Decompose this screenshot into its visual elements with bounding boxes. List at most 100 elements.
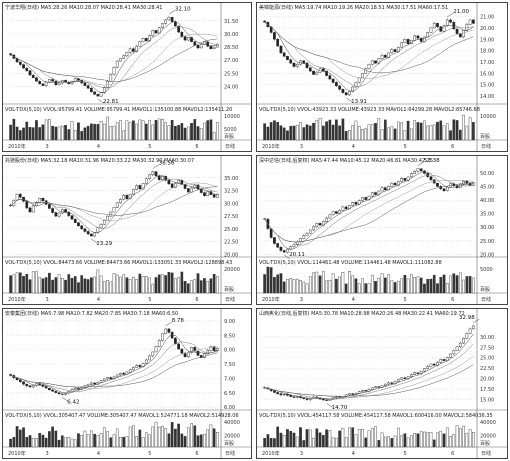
ma-line-5 <box>10 334 218 394</box>
candle-body <box>364 390 368 392</box>
candle-body <box>86 384 90 387</box>
candle-body <box>54 391 58 393</box>
y-tick-label: 7.00 <box>224 376 235 382</box>
candle-body <box>203 192 206 196</box>
high-pointer <box>417 161 425 166</box>
volume-bar <box>190 123 193 141</box>
volume-bar <box>472 122 475 141</box>
volume-unit-label: 百股 <box>224 287 234 293</box>
volume-bar <box>449 275 452 294</box>
volume-bar <box>312 437 315 448</box>
candle-body <box>308 67 312 72</box>
volume-bar <box>419 122 423 141</box>
candle-body <box>190 347 193 353</box>
y-tick-label: 30.00 <box>480 225 494 231</box>
volume-bar <box>86 279 90 294</box>
candle-body <box>196 184 200 190</box>
y-tick-label: 32.50 <box>224 189 238 195</box>
volume-bar <box>18 130 22 141</box>
volume-bar <box>403 433 407 448</box>
x-axis-label: 2010年 <box>8 143 26 150</box>
volume-bar <box>400 435 403 448</box>
candle-body <box>410 374 413 377</box>
volume-bar <box>393 435 397 448</box>
volume-bar <box>41 278 45 294</box>
y-tick-label: 25.00 <box>224 227 238 233</box>
candle-body <box>48 204 51 209</box>
volume-bar <box>132 120 135 141</box>
volume-bar <box>351 427 355 448</box>
volume-bar <box>60 435 64 448</box>
candle-body <box>400 377 403 380</box>
volume-bar <box>186 283 190 294</box>
candle-body <box>115 202 119 208</box>
volume-bar <box>38 432 42 448</box>
volume-bar <box>35 438 38 448</box>
volume-bar <box>426 432 430 448</box>
volume-bar <box>276 121 280 141</box>
y-tick-label: 25.00 <box>480 356 494 362</box>
candle-body <box>177 180 180 184</box>
candle-body <box>193 41 197 46</box>
volume-bar <box>449 436 452 448</box>
candle-body <box>413 171 417 174</box>
volume-bar <box>292 125 296 141</box>
volume-bar <box>331 437 335 448</box>
x-axis-label: 3 <box>46 451 49 457</box>
volume-bar <box>328 280 332 294</box>
candle-body <box>115 60 119 68</box>
volume-bar <box>96 435 100 448</box>
volume-bar <box>28 127 32 141</box>
candle-body <box>335 211 338 214</box>
volume-bar <box>38 277 42 294</box>
volume-bar <box>115 428 119 448</box>
volume-bar <box>209 119 213 141</box>
candle-body <box>170 17 174 22</box>
candle-body <box>393 182 397 186</box>
volume-bar <box>109 437 113 448</box>
volume-bar <box>338 125 341 141</box>
candle-body <box>400 178 403 182</box>
candle-body <box>416 168 420 172</box>
volume-bar <box>148 434 151 448</box>
candle-body <box>77 222 80 227</box>
volume-bar <box>308 276 312 294</box>
volume-bar <box>289 430 293 448</box>
volume-bar <box>387 274 390 294</box>
volume-bar <box>174 428 177 448</box>
candle-body <box>151 171 155 175</box>
candle-body <box>99 380 103 383</box>
candle-body <box>190 187 193 193</box>
volume-bar <box>282 281 286 294</box>
candle-body <box>367 64 371 69</box>
candle-body <box>128 369 132 373</box>
candle-body <box>157 27 161 34</box>
candle-body <box>38 383 42 385</box>
volume-bar <box>51 279 54 294</box>
candle-body <box>292 244 296 247</box>
y-tick-label: 27.50 <box>480 345 494 351</box>
y-tick-label: 20.00 <box>480 26 494 32</box>
volume-bar <box>380 273 384 294</box>
candle-body <box>374 192 377 195</box>
candle-body <box>335 82 338 87</box>
volume-bar <box>83 430 87 448</box>
volume-tick-label: 5000 <box>480 267 493 273</box>
volume-header: VOL-TDX(5,10) VVOL:43923.33 VOLUME:43923… <box>259 107 480 113</box>
candle-body <box>416 372 420 374</box>
x-axis-label: 3 <box>300 144 303 150</box>
volume-bar <box>57 126 61 141</box>
candle-body <box>73 218 77 223</box>
candle-body <box>289 395 293 397</box>
candle-body <box>472 182 475 186</box>
volume-bar <box>31 271 35 294</box>
y-tick-label: 40.00 <box>480 198 494 204</box>
x-axis-label: 6 <box>195 451 198 457</box>
candle-body <box>383 54 387 58</box>
candle-body <box>354 82 358 88</box>
volume-bar <box>335 278 338 294</box>
candle-body <box>73 78 77 82</box>
volume-bar <box>96 124 100 141</box>
ma-line-20 <box>10 33 218 86</box>
volume-header: VOL-TDX(5,10) VVOL:84473.66 VOLUME:84473… <box>5 260 233 266</box>
